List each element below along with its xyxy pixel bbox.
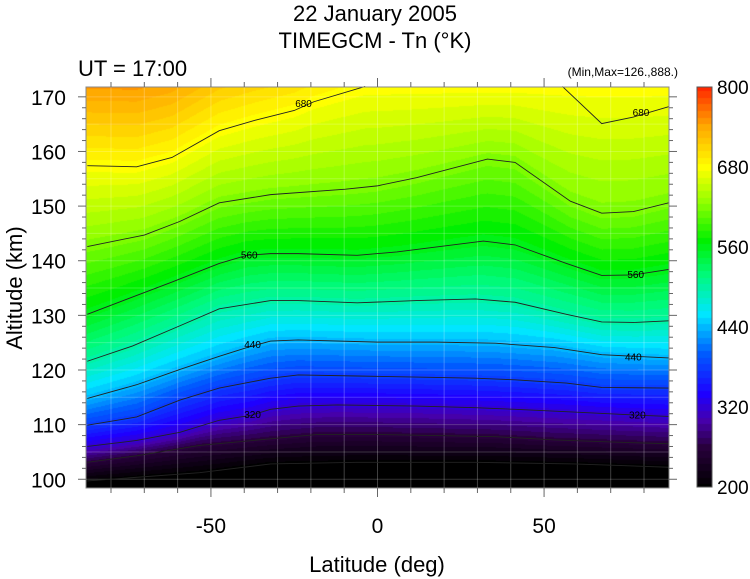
colorbar-tick-label: 440: [717, 318, 749, 339]
min-max-annotation: (Min,Max=126.,888.): [567, 65, 678, 79]
x-axis-label: Latitude (deg): [309, 552, 445, 577]
contour-line-560: [87, 240, 669, 315]
y-tick-label: 170: [31, 87, 66, 110]
contour-line-680: [562, 86, 669, 125]
colorbar-tick-label: 800: [717, 78, 749, 99]
contour-line-260: [87, 434, 669, 463]
contour-label: 560: [627, 270, 644, 281]
y-axis-label: Altitude (km): [2, 226, 27, 349]
contour-line-440: [87, 339, 669, 399]
colorbar-tick-label: 680: [717, 158, 749, 179]
contour-line-320: [87, 404, 669, 447]
contour-label: 320: [629, 410, 646, 421]
contour-line-500: [87, 298, 669, 362]
contour-label: 680: [295, 99, 312, 110]
temperature-field: [86, 87, 669, 488]
y-tick-label: 130: [31, 305, 66, 328]
chart-title: 22 January 2005: [293, 1, 457, 26]
contour-line-200: [87, 461, 669, 482]
contour-line-680: [87, 86, 366, 168]
chart-subtitle: TIMEGCM - Tn (°K): [278, 28, 472, 53]
contour-label: 440: [625, 352, 642, 363]
colorbar-frame: [696, 86, 713, 488]
contour-label: 320: [244, 410, 261, 421]
x-tick-label: 0: [372, 515, 384, 538]
contour-line-380: [87, 374, 669, 426]
y-tick-label: 110: [33, 415, 66, 438]
y-tick-label: 160: [31, 141, 66, 164]
contour-label: 440: [244, 340, 261, 351]
ut-annotation: UT = 17:00: [78, 56, 188, 81]
colorbar-tick-label: 560: [717, 238, 749, 259]
y-tick-label: 140: [31, 251, 66, 274]
y-tick-label: 100: [31, 469, 66, 492]
contour-label: 560: [241, 250, 258, 261]
x-tick-label: 50: [532, 515, 555, 538]
colorbar: [697, 87, 712, 487]
contour-label: 680: [633, 108, 650, 119]
contour-line-620: [87, 158, 669, 247]
y-tick-label: 150: [31, 196, 66, 219]
x-tick-label: -50: [196, 515, 226, 538]
colorbar-tick-label: 320: [717, 398, 749, 419]
colorbar-tick-label: 200: [717, 478, 749, 499]
y-tick-label: 120: [31, 360, 66, 383]
